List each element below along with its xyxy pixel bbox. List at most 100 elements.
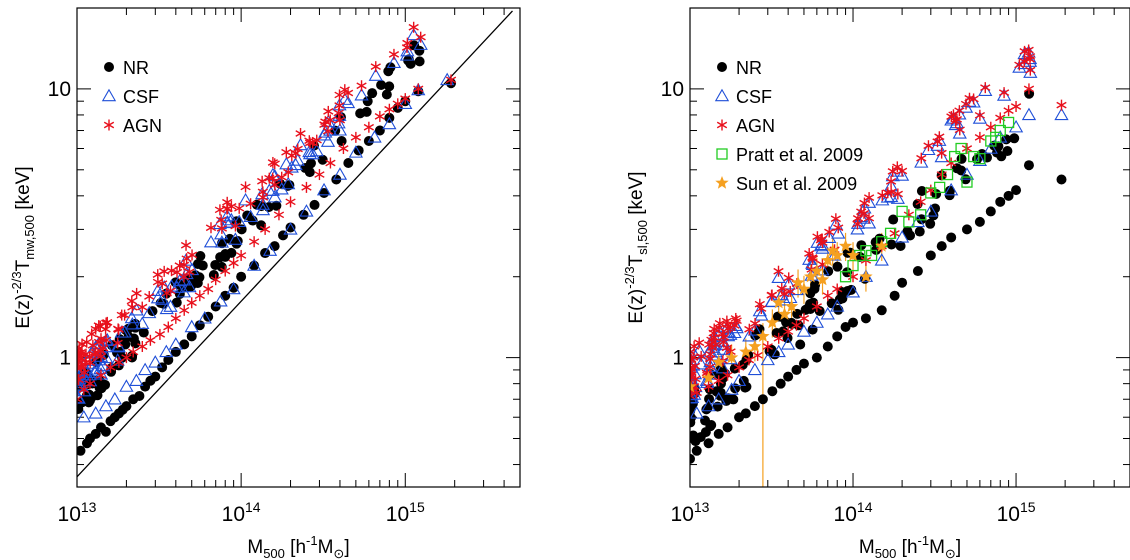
agn-point xyxy=(234,202,245,214)
x-tick-label: 1013 xyxy=(58,499,97,526)
agn-point xyxy=(154,328,166,340)
agn-point xyxy=(325,157,336,169)
agn-point xyxy=(852,218,863,230)
agn-point xyxy=(1019,45,1030,57)
agn-point-stroke xyxy=(743,356,755,364)
agn-point-stroke xyxy=(100,325,111,333)
agn-point xyxy=(259,223,271,235)
agn-point xyxy=(77,374,84,386)
agn-point xyxy=(384,103,395,115)
nr-point xyxy=(224,233,235,244)
legend-label-agn: AGN xyxy=(123,116,162,136)
agn-point xyxy=(334,114,346,126)
agn-point-stroke xyxy=(817,239,828,247)
agn-point-stroke xyxy=(401,44,413,51)
agn-point-stroke xyxy=(203,285,214,293)
agn-point xyxy=(392,98,403,110)
agn-point-stroke xyxy=(892,163,903,171)
agn-point-stroke xyxy=(713,324,725,332)
agn-point-stroke xyxy=(877,191,888,199)
agn-point xyxy=(285,196,296,208)
agn-point-stroke xyxy=(171,268,183,276)
agn-point xyxy=(887,165,898,177)
nr-point xyxy=(974,216,985,227)
y-tick-label: 1 xyxy=(59,347,71,370)
csf-point xyxy=(861,216,877,229)
agn-point xyxy=(269,179,280,191)
agn-point-stroke xyxy=(283,168,294,176)
agn-point-stroke xyxy=(230,222,241,230)
agn-point xyxy=(131,287,142,299)
pratt-point xyxy=(839,271,852,283)
fit-line xyxy=(77,10,513,478)
csf-point xyxy=(214,226,229,240)
csf-point xyxy=(348,145,364,158)
agn-point xyxy=(824,226,835,238)
agn-point xyxy=(338,143,349,155)
agn-point-stroke xyxy=(400,95,411,102)
agn-point-stroke xyxy=(105,363,116,371)
agn-point-stroke xyxy=(690,395,696,400)
agn-point xyxy=(128,346,139,358)
agn-point-stroke xyxy=(415,33,426,41)
y-axis-label-sub: sl,500 xyxy=(635,220,650,255)
csf-point xyxy=(910,214,926,228)
series-pratt xyxy=(839,116,1015,283)
agn-point xyxy=(950,115,961,127)
sun-point xyxy=(875,239,889,252)
sun-point xyxy=(826,243,840,257)
nr-point xyxy=(961,224,972,235)
agn-point-stroke xyxy=(779,290,790,298)
agn-point-stroke xyxy=(690,375,701,383)
agn-point xyxy=(276,171,287,183)
csf-point xyxy=(224,212,239,226)
agn-point-stroke xyxy=(194,292,205,300)
x-axis-label-unit: M xyxy=(318,537,334,558)
csf-point xyxy=(87,365,103,379)
agn-point xyxy=(762,340,773,352)
nr-point xyxy=(713,428,724,439)
agn-point-stroke xyxy=(783,274,794,282)
agn-point xyxy=(273,209,285,221)
agn-point xyxy=(205,222,217,234)
agn-point xyxy=(415,31,426,43)
x-tick-exponent: 14 xyxy=(857,499,873,515)
agn-point xyxy=(877,189,888,201)
x-axis-label-unit: ] xyxy=(956,537,961,558)
agn-point-stroke xyxy=(704,363,716,371)
agn-point xyxy=(964,92,975,104)
nr-point xyxy=(807,324,818,335)
agn-point-stroke xyxy=(923,142,934,150)
axis-ticks xyxy=(76,7,521,487)
agn-point xyxy=(388,48,400,60)
csf-point xyxy=(972,153,988,167)
sun-point xyxy=(821,253,835,267)
agn-point-stroke xyxy=(896,167,908,175)
x-axis-label-unit: ] xyxy=(344,537,349,558)
agn-point-stroke xyxy=(710,341,721,348)
nr-point xyxy=(995,196,1006,207)
x-axis-label-unit-sup: -1 xyxy=(918,533,930,548)
csf-point xyxy=(831,226,846,239)
nr-point xyxy=(384,81,395,92)
agn-point xyxy=(257,175,268,187)
sun-point xyxy=(797,282,811,295)
legend: NR CSF AGN xyxy=(101,58,162,136)
csf-point xyxy=(386,55,402,68)
nr-point xyxy=(895,240,906,251)
nr-point xyxy=(138,327,149,338)
agn-point xyxy=(859,197,870,209)
x-axis-label: M500 [h-1M⊙] xyxy=(247,533,349,560)
nr-point xyxy=(690,430,699,441)
agn-point xyxy=(159,265,170,277)
x-tick-label: 1013 xyxy=(671,499,710,526)
agn-point xyxy=(733,361,745,373)
agn-point xyxy=(363,121,374,133)
agn-point xyxy=(77,393,83,405)
agn-point-stroke xyxy=(101,336,112,344)
nr-point xyxy=(1011,185,1022,196)
agn-point-stroke xyxy=(216,216,227,224)
nr-point xyxy=(700,427,711,438)
agn-point-stroke xyxy=(102,319,113,326)
agn-point xyxy=(725,321,736,333)
